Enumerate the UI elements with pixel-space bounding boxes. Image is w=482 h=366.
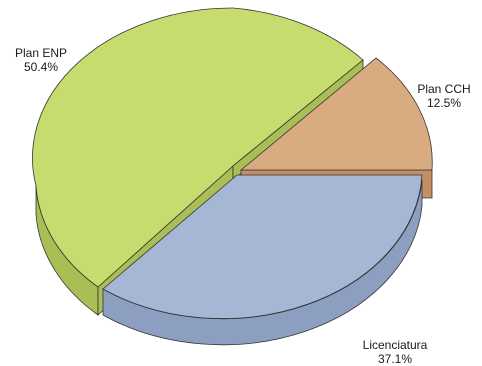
slice-licenciatura [102,174,423,346]
slice-label-licenciatura-pct: 37.1% [377,352,413,366]
slice-label-plan-cch: Plan CCH 12.5% [412,82,476,110]
slice-plan-cch-top [239,57,433,171]
slice-label-plan-cch-pct: 12.5% [426,96,462,110]
slice-label-plan-enp-pct: 50.4% [23,60,59,74]
slice-licenciatura-top [102,174,423,319]
slice-label-licenciatura: Licenciatura 37.1% [355,338,435,366]
slice-plan-enp-top [32,7,364,288]
slice-label-plan-enp-name: Plan ENP [14,46,68,60]
slice-label-plan-enp: Plan ENP 50.4% [6,46,76,74]
slice-label-licenciatura-name: Licenciatura [362,338,428,352]
slice-label-plan-cch-name: Plan CCH [417,82,471,96]
